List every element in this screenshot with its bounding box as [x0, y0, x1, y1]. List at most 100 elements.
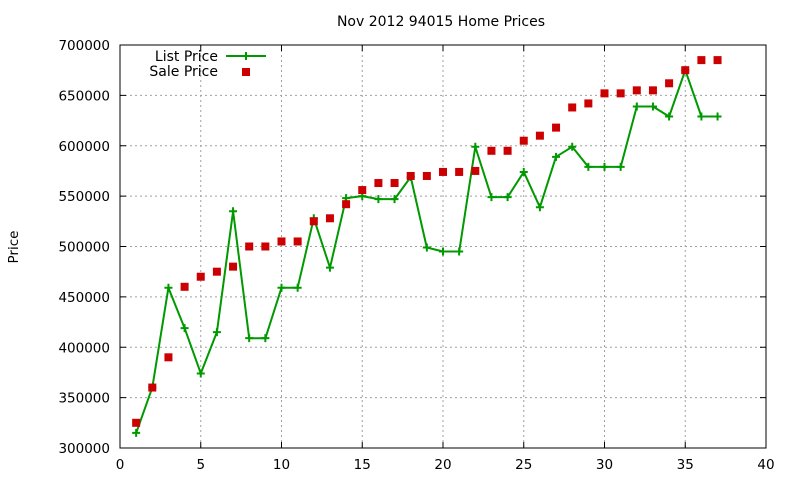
x-tick-label: 10 [273, 457, 290, 473]
y-tick-label: 400000 [58, 340, 110, 356]
y-tick-labels: 300000 350000 400000 450000 500000 550000 6000… [58, 38, 110, 457]
chart-title: Nov 2012 94015 Home Prices [337, 14, 545, 30]
data-point [439, 167, 447, 176]
data-point [261, 242, 270, 251]
x-tick-label: 40 [757, 457, 774, 473]
legend-label-sale-price: Sale Price [149, 64, 218, 80]
data-point [600, 89, 609, 98]
data-point [648, 102, 657, 111]
data-point [713, 112, 722, 121]
data-point [584, 162, 593, 171]
data-point [196, 272, 205, 281]
data-point [503, 193, 512, 202]
grid-lines [120, 45, 766, 448]
data-point [697, 112, 706, 121]
series-sale-price [132, 56, 722, 427]
legend-label-list-price: List Price [155, 49, 218, 65]
data-point [309, 217, 318, 226]
data-point [616, 162, 625, 171]
x-tick-labels: 0 5 10 15 20 25 30 35 40 [116, 457, 775, 473]
series-list-price [132, 66, 722, 437]
data-point [439, 247, 447, 256]
data-point [568, 142, 577, 151]
data-point [277, 283, 286, 292]
data-point [697, 56, 706, 65]
data-point [245, 242, 254, 251]
y-tick-label: 450000 [58, 290, 110, 306]
y-axis-label: Price [6, 231, 22, 264]
data-point [616, 89, 625, 98]
data-point [471, 142, 480, 151]
data-point [196, 369, 205, 378]
data-point [552, 152, 561, 161]
data-point [519, 136, 528, 145]
data-point [261, 334, 270, 343]
data-point [632, 86, 641, 95]
data-point [132, 418, 141, 427]
data-point [180, 282, 189, 291]
data-point [374, 195, 383, 204]
data-point [390, 195, 399, 204]
data-point [552, 123, 561, 132]
data-point [212, 267, 221, 276]
data-point [455, 247, 464, 256]
data-point [648, 86, 657, 95]
y-tick-label: 300000 [58, 441, 110, 457]
y-tick-label: 650000 [58, 88, 110, 104]
data-point [325, 263, 334, 272]
data-point [519, 167, 528, 176]
data-point [148, 383, 157, 392]
x-tick-label: 25 [515, 457, 532, 473]
data-point [422, 243, 431, 252]
data-point [535, 203, 544, 212]
data-point [422, 171, 431, 180]
legend-marker-sale-price [242, 68, 250, 76]
data-point [487, 193, 496, 202]
data-point [342, 200, 351, 209]
data-point [487, 146, 496, 155]
data-point [164, 353, 173, 362]
x-tick-label: 15 [354, 457, 371, 473]
data-point [471, 166, 480, 175]
data-point [535, 131, 544, 140]
data-point [374, 179, 383, 188]
data-point [212, 328, 221, 337]
series-line [135, 69, 718, 434]
y-tick-label: 500000 [58, 240, 110, 256]
data-point [325, 214, 334, 223]
data-point [665, 112, 674, 121]
data-point [584, 99, 593, 108]
legend: List Price Sale Price [149, 49, 266, 80]
legend-marker-list-price [242, 52, 250, 60]
x-tick-label: 30 [596, 457, 613, 473]
plot-frame [119, 44, 767, 449]
y-tick-label: 600000 [58, 139, 110, 155]
data-point [180, 324, 189, 333]
data-point [390, 179, 399, 188]
data-point [293, 237, 302, 246]
y-tick-label: 550000 [58, 189, 110, 205]
data-point [681, 66, 690, 75]
x-tick-label: 20 [434, 457, 451, 473]
data-point [229, 262, 238, 271]
data-point [568, 103, 577, 112]
data-point [245, 334, 254, 343]
y-tick-label: 350000 [58, 391, 110, 407]
data-point [503, 146, 512, 155]
data-point [665, 79, 674, 88]
x-tick-label: 0 [116, 457, 125, 473]
data-point [632, 102, 641, 111]
data-point [600, 162, 609, 171]
series-layer [132, 56, 722, 437]
x-tick-label: 5 [196, 457, 205, 473]
data-point [406, 171, 415, 180]
data-point [455, 167, 464, 176]
data-point [293, 283, 302, 292]
x-tick-label: 35 [677, 457, 694, 473]
data-point [358, 186, 367, 195]
data-point [713, 56, 722, 65]
data-point [229, 207, 238, 216]
data-point [164, 283, 173, 292]
data-point [277, 237, 286, 246]
